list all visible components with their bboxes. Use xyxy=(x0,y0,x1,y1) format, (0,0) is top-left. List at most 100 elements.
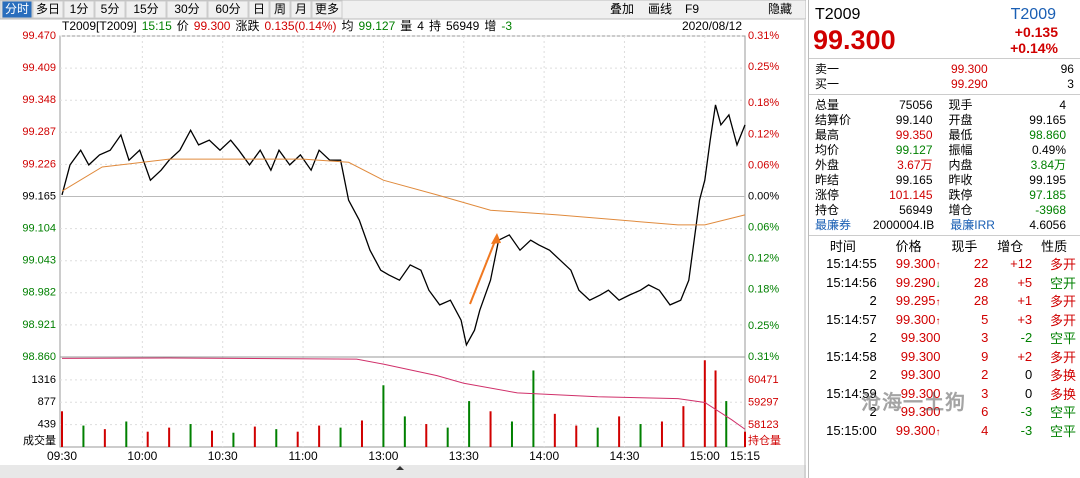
info-item: 99.300 xyxy=(194,19,231,33)
trade-time: 15:14:56 xyxy=(826,274,877,290)
tab[interactable] xyxy=(32,0,64,19)
trade-qty: 3 xyxy=(981,330,989,346)
trade-change: 0 xyxy=(1024,367,1033,383)
info-item: 量 xyxy=(400,19,412,33)
trade-price: 99.300 xyxy=(895,422,936,438)
tab[interactable] xyxy=(125,0,167,19)
scroll-handle xyxy=(396,466,404,470)
stat-cell: 跌停 xyxy=(948,188,973,202)
y2-tick-label: 0.31% xyxy=(748,351,779,363)
trade-price-cell: 99.300↑ xyxy=(877,256,941,271)
plot-frame xyxy=(59,35,746,448)
tool[interactable]: 叠加 xyxy=(610,2,634,16)
chart: 分时 多日 1分 5分 15分 30分 60分日周月更多 叠加 画线 F9 隐藏 T2009[T200… xyxy=(0,0,806,478)
trade-qty: 9 xyxy=(981,348,989,364)
stat-cell: 3.84万 xyxy=(1030,158,1066,172)
trade-time: 15:14:55 xyxy=(826,256,877,272)
stat-cell: 0.49% xyxy=(1031,142,1066,157)
trade-row: 15:14:55 99.300↑ 22 +12 多开 xyxy=(809,255,1080,274)
trade-price: 99.300 xyxy=(895,256,936,272)
stat-cell: 均价 xyxy=(815,143,840,157)
y-tick-label: 98.982 xyxy=(22,287,56,299)
info-item: 15:15 xyxy=(142,19,172,33)
stat-cell: 外盘 xyxy=(815,158,840,172)
volume-bar xyxy=(575,425,578,447)
info-item: 99.127 xyxy=(359,19,396,33)
series-line xyxy=(61,104,746,347)
tab[interactable] xyxy=(248,0,270,19)
tool[interactable]: F9 xyxy=(685,2,699,16)
volume-label: 成交量 xyxy=(23,433,56,447)
stat-cell: 内盘 xyxy=(948,158,973,172)
volume-bar xyxy=(446,427,449,447)
trade-time: 2 xyxy=(869,404,877,420)
tab[interactable] xyxy=(1,0,33,19)
trade-price-cell: 99.300 xyxy=(877,349,941,364)
trade-change: +1 xyxy=(1017,293,1033,309)
tab-label: 多日 xyxy=(36,2,60,16)
stat-cell: 昨收 xyxy=(948,173,973,187)
volume-bar xyxy=(489,411,492,447)
x-tick-label: 10:30 xyxy=(208,449,238,463)
trade-arrow: ↓ xyxy=(935,278,941,290)
volume-bar xyxy=(468,401,471,447)
price: 99.300 xyxy=(813,24,896,55)
y2-tick-label: 0.06% xyxy=(748,159,779,171)
trade-nature: 空平 xyxy=(1049,423,1076,439)
trade-row: 15:14:59 99.300 3 0 多换 xyxy=(809,384,1080,403)
trade-arrow: ↑ xyxy=(935,297,941,309)
trades-header-cell: 价格 xyxy=(895,238,922,254)
trade-price: 99.300 xyxy=(900,367,941,383)
info-item: 56949 xyxy=(446,19,480,33)
tab[interactable] xyxy=(166,0,208,19)
volume-bar xyxy=(382,385,385,447)
trade-nature: 多换 xyxy=(1049,386,1076,402)
trade-nature: 多开 xyxy=(1049,349,1076,365)
trade-price: 99.300 xyxy=(900,348,941,364)
trade-qty: 4 xyxy=(981,422,989,438)
stat-cell: 2000004.IB xyxy=(872,217,935,232)
stat-cell: 开盘 xyxy=(948,113,973,127)
tab[interactable] xyxy=(63,0,95,19)
trade-price-cell: 99.300↑ xyxy=(877,423,941,438)
trades-header-cell: 时间 xyxy=(829,238,856,254)
trade-price-cell: 99.300 xyxy=(877,404,941,419)
stat-cell: 振幅 xyxy=(948,143,973,157)
tool[interactable]: 隐藏 xyxy=(768,2,792,16)
y-tick-label: 99.287 xyxy=(22,126,56,138)
stat-cell: 98.860 xyxy=(1029,127,1066,142)
order-book: 卖一 99.300 96 买一 99.290 3 xyxy=(809,58,1080,91)
tab-label: 分时 xyxy=(5,2,29,16)
trade-arrow: ↑ xyxy=(935,426,941,438)
volume-bar xyxy=(146,431,149,447)
stat-row: 昨结 99.165 昨收 99.195 xyxy=(809,172,1080,188)
info-line: T2009[T2009] 15:15 价 99.300 涨跌 0.135(0.14%) 均 9… xyxy=(62,18,512,33)
pct: +0.14% xyxy=(1010,40,1058,56)
symbol: T2009 xyxy=(815,6,861,23)
trades-header-cell: 增仓 xyxy=(997,238,1024,254)
trade-change: +5 xyxy=(1017,274,1033,290)
stat-cell: 总量 xyxy=(815,98,840,112)
tab[interactable] xyxy=(207,0,249,19)
trade-price-cell: 99.290↓ xyxy=(877,275,941,290)
trade-nature: 多开 xyxy=(1049,294,1076,310)
stat-cell: 97.185 xyxy=(1029,187,1066,202)
tab-label: 60分 xyxy=(215,2,240,16)
info-item: -3 xyxy=(501,19,512,33)
tab-label: 15分 xyxy=(133,2,158,16)
y-tick-label: 99.043 xyxy=(22,255,56,267)
y-tick-label: 99.348 xyxy=(22,94,56,106)
tab[interactable] xyxy=(269,0,291,19)
trade-nature: 空平 xyxy=(1049,331,1076,347)
stat-cell: 99.165 xyxy=(895,172,933,187)
trade-row: 15:15:00 99.300↑ 4 -3 空平 xyxy=(809,421,1080,440)
book-cell: 买一 xyxy=(815,77,840,91)
stat-cell: 增仓 xyxy=(948,203,973,217)
tool[interactable]: 画线 xyxy=(648,2,672,16)
volume-bar xyxy=(339,427,342,447)
tab[interactable] xyxy=(290,0,312,19)
x-tick-label: 11:00 xyxy=(288,449,317,463)
tab[interactable] xyxy=(311,0,343,19)
tab[interactable] xyxy=(94,0,126,19)
stat-row: 总量 75056 现手 4 xyxy=(809,97,1080,113)
